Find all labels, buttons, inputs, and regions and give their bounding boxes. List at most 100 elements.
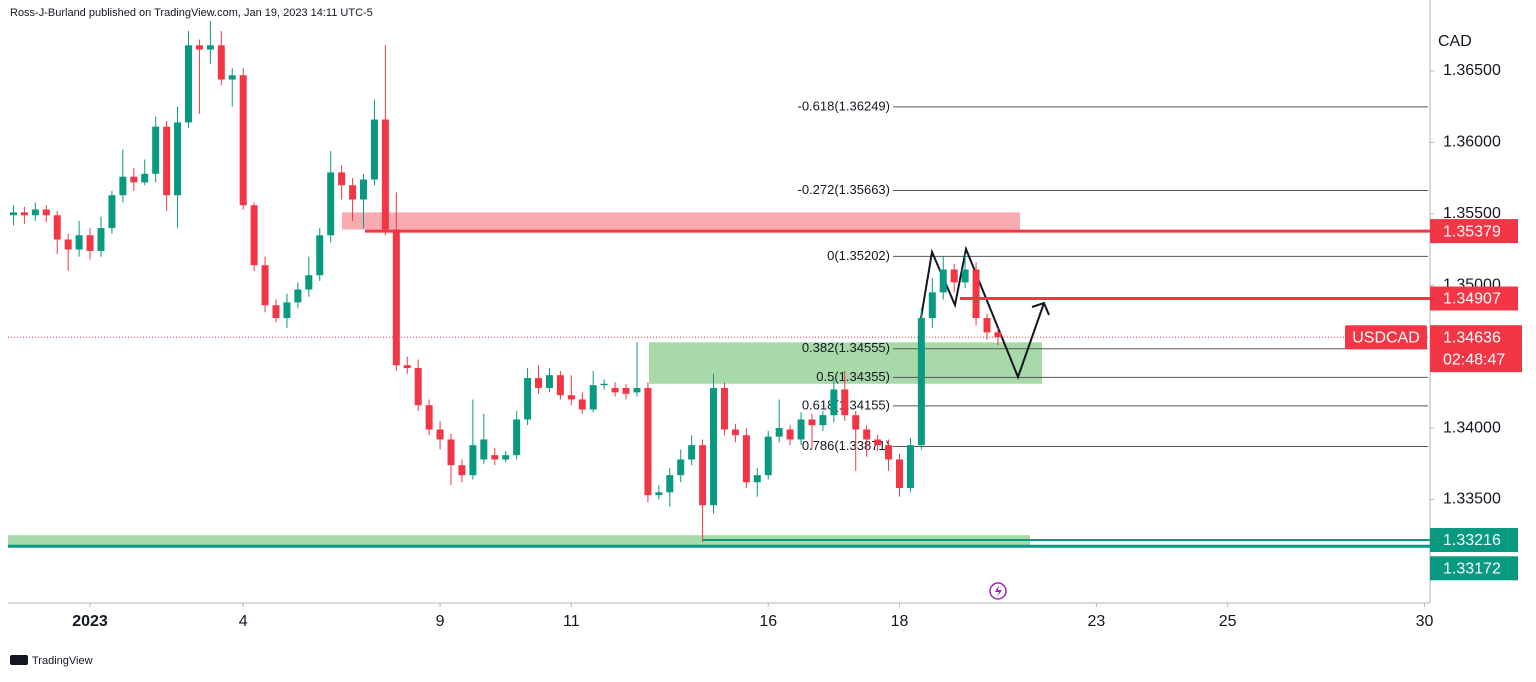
currency-label: CAD xyxy=(1438,33,1472,50)
candle-body xyxy=(677,459,685,476)
price-badge xyxy=(1430,325,1522,373)
candle-body xyxy=(447,439,455,466)
x-tick-label: 11 xyxy=(563,613,580,630)
candle-body xyxy=(174,122,182,196)
level-badge xyxy=(1430,556,1518,581)
candle-body xyxy=(797,419,805,440)
candle-body xyxy=(874,439,882,446)
candle-body xyxy=(250,205,258,266)
candle-body xyxy=(31,209,39,216)
candle-body xyxy=(480,439,488,460)
candle-body xyxy=(381,119,389,230)
candle-body xyxy=(589,385,597,410)
candle-body xyxy=(316,235,324,276)
candle-body xyxy=(349,185,357,200)
candle-body xyxy=(75,235,83,250)
candle-body xyxy=(775,428,783,437)
candle-body xyxy=(961,269,969,283)
logo-mark xyxy=(10,655,28,665)
candle-body xyxy=(163,126,171,196)
pattern-zigzag xyxy=(920,245,1045,380)
candle-body xyxy=(502,455,510,460)
candle-body xyxy=(327,172,335,236)
x-tick-label: 30 xyxy=(1416,613,1434,630)
zone xyxy=(8,535,1030,547)
candle-body xyxy=(917,318,925,446)
pattern-arrowhead xyxy=(1031,301,1050,316)
symbol-badge xyxy=(1345,325,1427,350)
candle-body xyxy=(513,419,521,456)
x-tick-label: 4 xyxy=(239,613,248,630)
y-tick-label: 1.33500 xyxy=(1443,491,1501,508)
candle-body xyxy=(119,176,127,196)
candle-body xyxy=(983,318,991,333)
x-tick-label: 25 xyxy=(1219,613,1237,630)
candle-body xyxy=(830,389,838,416)
fib-label: 0.5(1.34355) xyxy=(816,369,890,384)
candle-body xyxy=(458,465,466,476)
candle-body xyxy=(283,302,291,319)
candle-body xyxy=(436,429,444,440)
candle-body xyxy=(184,45,192,123)
level-badge-label: 1.33216 xyxy=(1443,532,1501,549)
candle-body xyxy=(939,269,947,293)
footer: TradingView xyxy=(32,655,93,667)
candle-body xyxy=(42,209,50,216)
x-tick-label: 2023 xyxy=(72,613,108,630)
header: Ross-J-Burland published on TradingView.… xyxy=(10,7,373,19)
candle-body xyxy=(666,475,674,493)
candle-body xyxy=(567,395,575,400)
candle-body xyxy=(545,375,553,389)
y-tick-label: 1.36000 xyxy=(1443,134,1501,151)
candle-body xyxy=(699,445,707,506)
candle-body xyxy=(710,388,718,506)
candle-body xyxy=(206,45,214,50)
candle-body xyxy=(556,375,564,396)
level-badge xyxy=(1430,528,1518,553)
candle-body xyxy=(885,445,893,460)
candle-body xyxy=(425,405,433,430)
candle-body xyxy=(20,212,28,216)
candle-body xyxy=(130,176,138,183)
candle-body xyxy=(852,415,860,430)
candle-body xyxy=(742,435,750,483)
candle-body xyxy=(863,429,871,440)
candle-body xyxy=(228,75,236,80)
candle-body xyxy=(403,365,411,369)
candle-body xyxy=(578,399,586,410)
level-badge-label: 1.35379 xyxy=(1443,223,1501,240)
candle-body xyxy=(261,265,269,306)
last-price-label: 1.34636 xyxy=(1443,329,1501,346)
candle-body xyxy=(644,388,652,496)
candle-body xyxy=(469,445,477,476)
candle-body xyxy=(535,378,543,389)
candle-body xyxy=(305,275,313,290)
candle-body xyxy=(928,292,936,319)
candle-body xyxy=(819,415,827,426)
candle-body xyxy=(753,475,761,483)
candle-body xyxy=(622,388,630,394)
candle-body xyxy=(53,215,61,240)
candle-body xyxy=(360,179,367,200)
candle-body xyxy=(906,445,914,489)
candle-body xyxy=(731,429,739,436)
countdown-label: 02:48:47 xyxy=(1443,351,1505,368)
candle-body xyxy=(491,455,499,460)
candle-body xyxy=(600,383,608,386)
candle-body xyxy=(972,269,980,319)
event-icon[interactable] xyxy=(989,582,1007,600)
candle-body xyxy=(524,378,532,420)
candle-body xyxy=(392,229,400,366)
fib-label: 0.382(1.34555) xyxy=(802,340,890,355)
fib-label: 0(1.35202) xyxy=(827,248,890,263)
x-tick-label: 9 xyxy=(436,613,445,630)
fib-label: 0.786(1.33871) xyxy=(802,438,890,453)
candle-body xyxy=(97,228,105,251)
candle-body xyxy=(414,368,422,406)
candle-body xyxy=(808,419,816,426)
candle-body xyxy=(108,195,116,229)
candle-body xyxy=(370,119,378,180)
level-badge xyxy=(1430,286,1518,311)
candle-body xyxy=(86,235,94,251)
candle-body xyxy=(688,445,696,460)
